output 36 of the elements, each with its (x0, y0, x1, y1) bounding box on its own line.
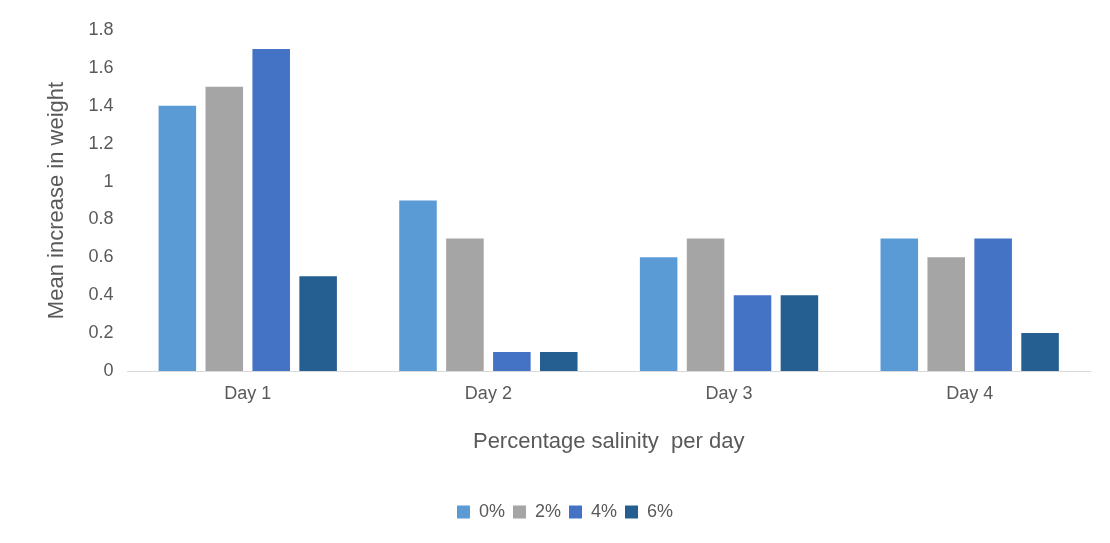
bar (1021, 333, 1059, 371)
legend-label: 2% (534, 500, 561, 521)
bar (158, 105, 197, 371)
x-tick-label: Day 1 (224, 382, 272, 403)
bar (446, 238, 484, 371)
y-tick-label: 0.8 (88, 208, 114, 229)
bar (780, 295, 819, 371)
y-tick-label: 1.2 (88, 132, 114, 153)
y-tick-label: 1.8 (88, 18, 114, 39)
x-tick-label: Day 4 (946, 382, 994, 403)
y-tick-label: 1.4 (88, 94, 114, 115)
bar (974, 238, 1012, 371)
bar (205, 86, 244, 371)
y-tick-label: 0.4 (88, 284, 114, 305)
legend-label: 0% (478, 500, 505, 521)
y-tick-label: 1 (103, 170, 114, 191)
bar (880, 238, 919, 371)
bar (252, 48, 290, 371)
bar (927, 257, 965, 371)
bar (540, 352, 578, 371)
x-tick-label: Day 2 (464, 382, 512, 403)
y-axis-title: Mean increase in weight (43, 81, 69, 320)
x-axis-title: Percentage salinity per day (472, 427, 745, 453)
y-tick-label: 0.2 (88, 322, 114, 343)
x-tick-label: Day 3 (705, 382, 753, 403)
y-tick-label: 0 (103, 359, 114, 380)
bar (733, 295, 772, 371)
bar (493, 352, 531, 371)
bar (639, 257, 678, 371)
legend-label: 4% (591, 500, 618, 521)
bar (299, 276, 337, 371)
y-tick-label: 1.6 (88, 56, 114, 77)
y-tick-label: 0.6 (88, 246, 114, 267)
bar (399, 200, 437, 371)
bar (686, 238, 725, 371)
legend-label: 6% (647, 500, 674, 521)
